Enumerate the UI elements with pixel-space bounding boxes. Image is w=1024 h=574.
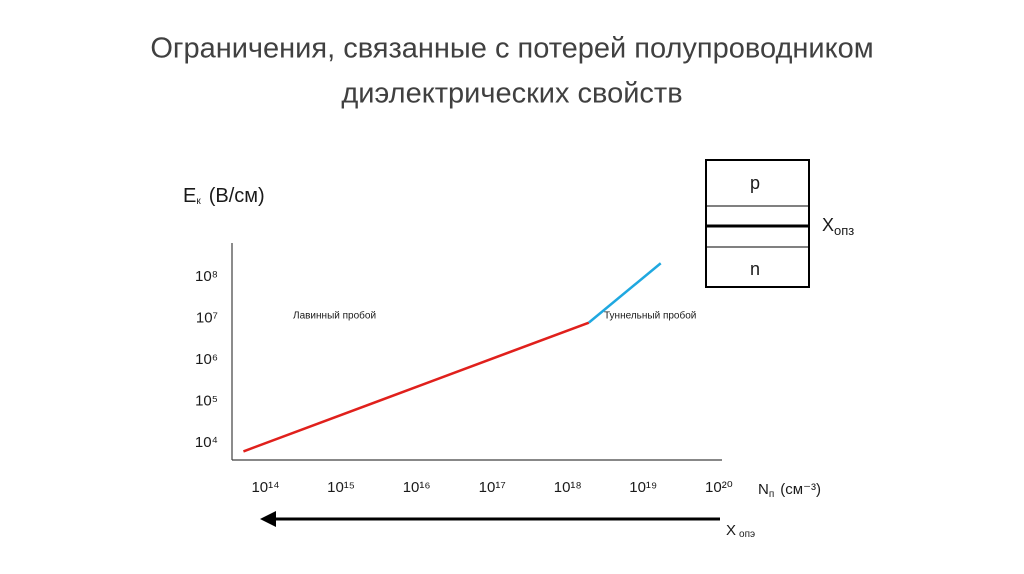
y-tick-label: 10⁸ xyxy=(195,268,218,285)
y-tick-label: 10⁷ xyxy=(196,310,218,327)
junction-box xyxy=(705,159,810,288)
symbol: E xyxy=(183,185,196,207)
title-line: Ограничения, связанные с потерей полупро… xyxy=(150,33,873,65)
x-tick-label: 10²⁰ xyxy=(705,479,733,496)
annotation: Туннельный пробой xyxy=(604,310,696,322)
subscript: опэ xyxy=(739,529,755,540)
y-tick-label: 10⁴ xyxy=(195,434,218,451)
title-line: диэлектрических свойств xyxy=(341,78,682,110)
symbol: X xyxy=(822,215,834,235)
n-label: n xyxy=(750,259,760,279)
width-label: Xопз xyxy=(822,215,854,239)
series-line xyxy=(588,262,662,324)
unit: (В/см) xyxy=(209,185,265,207)
x-axis-label: Nп (см⁻³) xyxy=(758,481,821,500)
y-tick-label: 10⁵ xyxy=(195,393,218,410)
x-tick-label: 10¹⁴ xyxy=(251,479,279,496)
subscript: опз xyxy=(834,223,854,238)
subscript: п xyxy=(769,489,774,500)
symbol: X xyxy=(726,522,736,539)
unit: (см⁻³) xyxy=(780,481,821,498)
y-axis-label: Eк (В/см) xyxy=(183,185,265,207)
x-tick-label: 10¹⁹ xyxy=(629,479,657,496)
p-label: p xyxy=(750,173,760,193)
arrow-head xyxy=(260,511,276,527)
x-tick-label: 10¹⁷ xyxy=(479,479,506,496)
y-tick-label: 10⁶ xyxy=(195,351,218,368)
annotation: Лавинный пробой xyxy=(293,310,376,322)
symbol: N xyxy=(758,481,769,498)
subscript: к xyxy=(196,196,201,207)
x-tick-label: 10¹⁶ xyxy=(403,479,431,496)
series-line xyxy=(242,321,590,453)
x-tick-label: 10¹⁸ xyxy=(554,479,582,496)
x-tick-label: 10¹⁵ xyxy=(327,479,355,496)
pn-diagram: p n Xопз xyxy=(705,159,854,288)
